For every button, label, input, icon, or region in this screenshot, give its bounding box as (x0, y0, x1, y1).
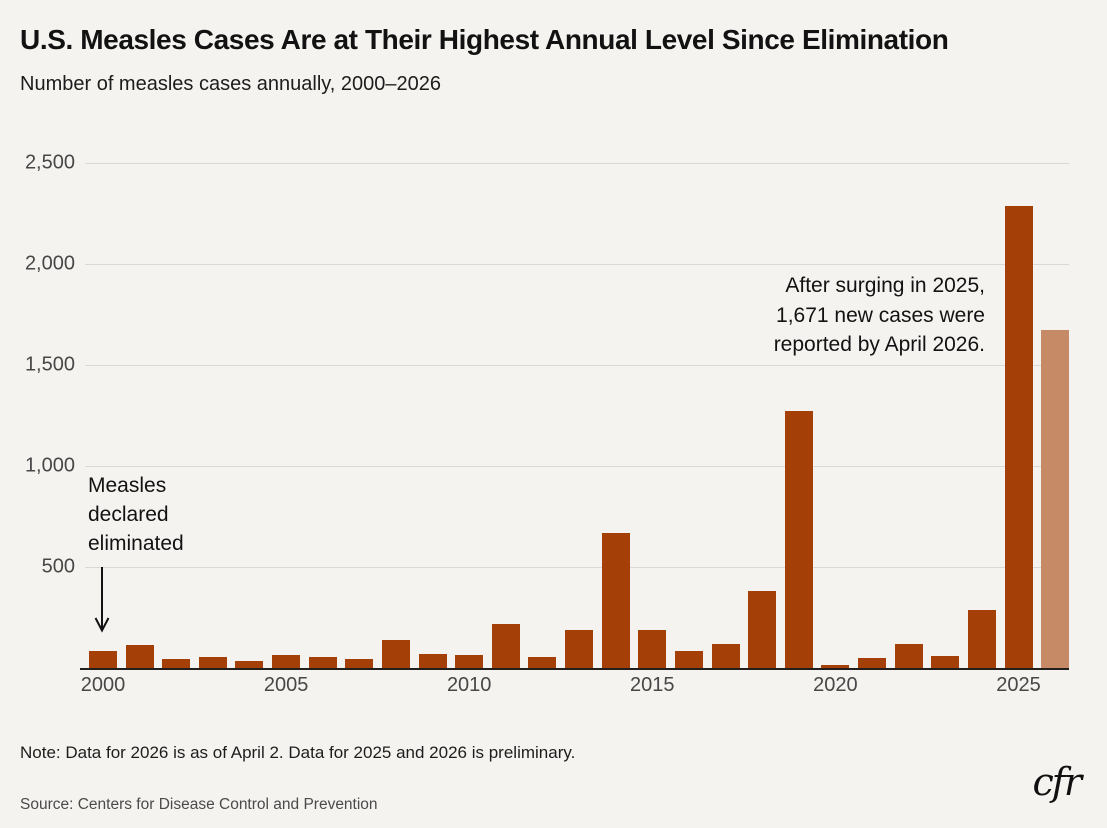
cfr-logo: cfr (1032, 760, 1081, 804)
bar-2016 (674, 650, 703, 668)
gridline-1,500 (85, 365, 1069, 366)
gridline-2,000 (85, 264, 1069, 265)
down-arrow-icon (94, 567, 110, 633)
bar-2004 (235, 660, 264, 668)
bar-2005 (272, 654, 301, 668)
bar-2007 (345, 659, 374, 668)
chart-title: U.S. Measles Cases Are at Their Highest … (20, 24, 949, 55)
surge-annotation-line: reported by April 2026. (773, 333, 985, 356)
y-tick-label-1,500: 1,500 (24, 353, 75, 376)
bar-2026 (1041, 330, 1070, 668)
bar-2015 (638, 630, 667, 668)
x-axis-line (80, 668, 1069, 670)
bar-2020 (821, 665, 850, 668)
bar-2012 (528, 656, 557, 668)
y-tick-label-2,000: 2,000 (24, 252, 75, 275)
bar-2006 (308, 656, 337, 668)
y-tick-label-1,000: 1,000 (24, 454, 75, 477)
x-tick-label-2025: 2025 (996, 674, 1041, 696)
y-tick-label-500: 500 (41, 555, 75, 578)
bar-2013 (565, 630, 594, 668)
x-tick-label-2000: 2000 (80, 674, 126, 696)
bar-2024 (967, 610, 996, 668)
bar-2008 (381, 639, 410, 668)
eliminated-annotation: Measles declared eliminated (88, 471, 184, 558)
chart-subtitle: Number of measles cases annually, 2000–2… (20, 73, 441, 95)
x-tick-label-2010: 2010 (446, 674, 492, 696)
chart-source: Source: Centers for Disease Control and … (20, 796, 378, 813)
bar-2023 (931, 656, 960, 668)
eliminated-annotation-line: eliminated (88, 532, 184, 555)
bar-2001 (125, 644, 154, 668)
surge-annotation: After surging in 2025, 1,671 new cases w… (774, 271, 985, 360)
eliminated-annotation-line: declared (88, 503, 169, 526)
chart-note: Note: Data for 2026 is as of April 2. Da… (20, 743, 576, 762)
bar-2014 (601, 533, 630, 668)
surge-annotation-line: After surging in 2025, (785, 274, 985, 297)
plot-area: Measles declared eliminated After surgin… (80, 163, 1070, 670)
x-tick-label-2015: 2015 (630, 674, 675, 696)
gridline-500 (85, 567, 1069, 568)
bar-2017 (711, 643, 740, 668)
gridline-2,500 (85, 163, 1069, 164)
x-tick-label-2020: 2020 (813, 674, 858, 696)
bar-2010 (455, 655, 484, 668)
surge-annotation-line: 1,671 new cases were (776, 303, 985, 327)
bar-2022 (894, 643, 923, 668)
y-tick-label-2,500: 2,500 (24, 151, 75, 174)
bar-2000 (89, 650, 117, 668)
eliminated-annotation-line: Measles (88, 474, 167, 497)
bar-2018 (748, 591, 777, 668)
bar-2021 (858, 658, 887, 668)
bar-2019 (784, 410, 813, 668)
bar-2002 (162, 659, 191, 668)
bar-2011 (491, 623, 520, 668)
bar-2003 (198, 656, 227, 668)
bar-2009 (418, 653, 447, 668)
gridline-1,000 (85, 466, 1069, 467)
bar-2025 (1004, 206, 1033, 668)
x-tick-label-2005: 2005 (263, 674, 309, 696)
